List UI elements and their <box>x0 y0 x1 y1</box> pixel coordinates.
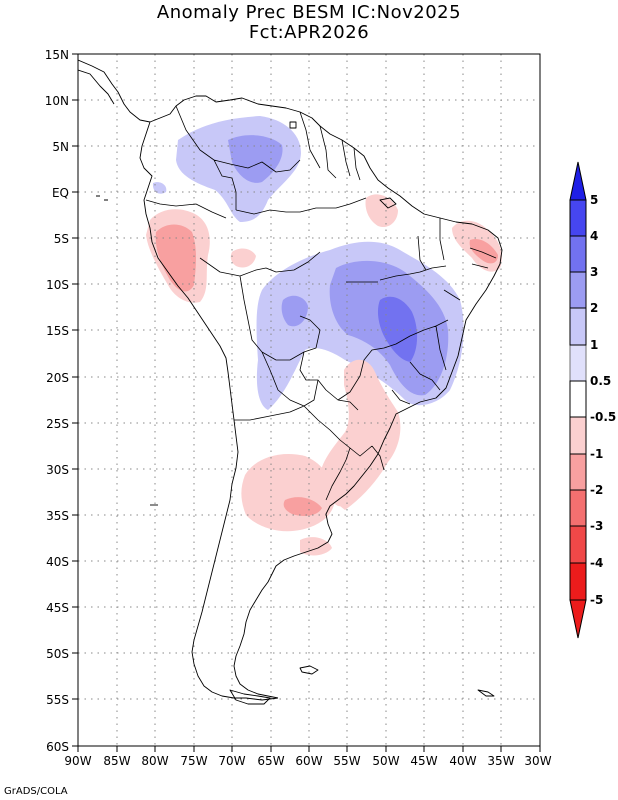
south-georgia <box>477 689 495 697</box>
lat-label: 5N <box>52 140 69 154</box>
lat-label: 30S <box>46 463 69 477</box>
anomaly-argentina-dry-light <box>241 454 336 532</box>
lat-label: 45S <box>46 601 69 615</box>
anomaly-parana-dry-light <box>352 407 395 444</box>
lat-label: 5S <box>54 232 69 246</box>
anomaly-argentina-dry-moderate <box>283 497 322 516</box>
colorbar-label: -2 <box>590 483 603 497</box>
colorbar-box <box>569 235 587 273</box>
lon-label: 85W <box>103 754 130 768</box>
colorbar-box <box>569 562 587 601</box>
lat-label: 55S <box>46 693 69 707</box>
falkland-islands <box>299 665 319 675</box>
colorbar-label: -5 <box>590 593 603 607</box>
axis-ticks <box>72 53 541 752</box>
colorbar-box <box>569 380 587 418</box>
marajo-island <box>379 197 397 209</box>
trinidad <box>289 121 297 129</box>
lon-label: 45W <box>410 754 437 768</box>
colorbar-box <box>569 453 587 491</box>
colorbar-label: 3 <box>590 265 598 279</box>
lon-label: 70W <box>218 754 245 768</box>
lon-label: 50W <box>372 754 399 768</box>
central-america-coast <box>78 59 151 123</box>
lon-label: 60W <box>295 754 322 768</box>
lon-label: 80W <box>141 754 168 768</box>
anomaly-uruguay-dry-light <box>324 473 360 507</box>
anomaly-venezuela-wet-moderate <box>228 135 283 183</box>
colorbar-box <box>569 489 587 527</box>
colorbar-box <box>569 307 587 346</box>
lon-label: 75W <box>180 754 207 768</box>
colorbar-bottom-arrow <box>569 599 587 639</box>
colorbar-box <box>569 416 587 455</box>
lat-label: 10N <box>45 94 69 108</box>
lat-label: 20S <box>46 371 69 385</box>
colorbar-label: 5 <box>590 193 598 207</box>
map-subtitle: Fct:APR2026 <box>248 22 370 43</box>
anomaly-shading <box>146 116 502 556</box>
tierra-del-fuego <box>229 689 271 705</box>
lat-label: 50S <box>46 647 69 661</box>
colorbar-box <box>569 199 587 237</box>
galapagos <box>96 195 108 201</box>
colorbar-box <box>569 525 587 564</box>
country-borders <box>145 105 497 501</box>
colorbar <box>569 161 587 639</box>
anomaly-ne-brazil-dry-moderate <box>469 238 498 264</box>
colorbar-top-arrow <box>569 161 587 201</box>
lon-label: 30W <box>524 754 551 768</box>
colorbar-label: 0.5 <box>590 374 611 388</box>
colorbar-box <box>569 271 587 309</box>
lat-label: 25S <box>46 417 69 431</box>
lat-label: EQ <box>52 186 69 200</box>
colorbar-box <box>569 344 587 382</box>
colorbar-label: 4 <box>590 229 598 243</box>
lon-label: 90W <box>64 754 91 768</box>
anomaly-bolivia-wet-moderate <box>281 295 308 327</box>
latitude-labels: 15N 10N 5N EQ 5S 10S 15S 20S 25S 30S 35S… <box>45 48 69 754</box>
anomaly-acre-dry-patch <box>230 248 256 268</box>
software-credit: GrADS/COLA <box>4 786 68 797</box>
anomaly-amapa-dry-light <box>365 194 398 228</box>
lat-label: 15S <box>46 324 69 338</box>
colorbar-label: -3 <box>590 519 603 533</box>
lon-label: 40W <box>449 754 476 768</box>
gridlines <box>78 54 540 746</box>
colorbar-label: -0.5 <box>590 410 616 424</box>
lat-label: 10S <box>46 278 69 292</box>
colorbar-label: 1 <box>590 338 598 352</box>
lat-label: 15N <box>45 48 69 62</box>
coastlines <box>78 59 503 705</box>
lon-label: 65W <box>257 754 284 768</box>
lat-label: 40S <box>46 555 69 569</box>
longitude-labels: 90W 85W 80W 75W 70W 65W 60W 55W 50W 45W … <box>64 754 551 768</box>
colorbar-label: -4 <box>590 556 603 570</box>
south-america-outline <box>139 95 503 701</box>
map-title: Anomaly Prec BESM IC:Nov2025 <box>156 2 462 23</box>
anomaly-peru-wet-patch <box>152 182 167 194</box>
lon-label: 55W <box>333 754 360 768</box>
lat-label: 35S <box>46 509 69 523</box>
lon-label: 35W <box>487 754 514 768</box>
anomaly-minas-gerais-wet-strong <box>377 296 418 362</box>
colorbar-labels: 5 4 3 2 1 0.5 -0.5 -1 -2 -3 -4 -5 <box>590 193 616 607</box>
lat-label: 60S <box>46 740 69 754</box>
colorbar-label: 2 <box>590 301 598 315</box>
anomaly-peru-dry-moderate <box>155 224 196 292</box>
colorbar-label: -1 <box>590 447 603 461</box>
